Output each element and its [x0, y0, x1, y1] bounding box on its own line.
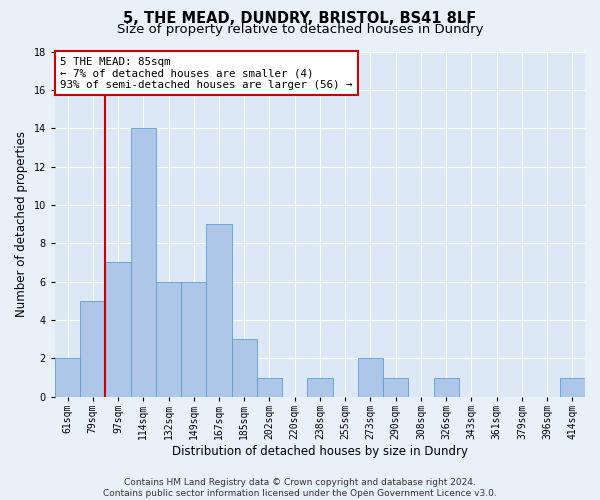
- Bar: [560, 378, 585, 397]
- Bar: [434, 378, 459, 397]
- X-axis label: Distribution of detached houses by size in Dundry: Distribution of detached houses by size …: [172, 444, 468, 458]
- Text: 5, THE MEAD, DUNDRY, BRISTOL, BS41 8LF: 5, THE MEAD, DUNDRY, BRISTOL, BS41 8LF: [124, 11, 476, 26]
- Bar: [206, 224, 232, 397]
- Bar: [156, 282, 181, 397]
- Bar: [358, 358, 383, 397]
- Text: 5 THE MEAD: 85sqm
← 7% of detached houses are smaller (4)
93% of semi-detached h: 5 THE MEAD: 85sqm ← 7% of detached house…: [60, 56, 353, 90]
- Bar: [307, 378, 332, 397]
- Bar: [131, 128, 156, 397]
- Bar: [80, 301, 106, 397]
- Text: Contains HM Land Registry data © Crown copyright and database right 2024.
Contai: Contains HM Land Registry data © Crown c…: [103, 478, 497, 498]
- Bar: [257, 378, 282, 397]
- Y-axis label: Number of detached properties: Number of detached properties: [15, 131, 28, 317]
- Bar: [106, 262, 131, 397]
- Bar: [232, 339, 257, 397]
- Bar: [181, 282, 206, 397]
- Bar: [55, 358, 80, 397]
- Text: Size of property relative to detached houses in Dundry: Size of property relative to detached ho…: [117, 23, 483, 36]
- Bar: [383, 378, 409, 397]
